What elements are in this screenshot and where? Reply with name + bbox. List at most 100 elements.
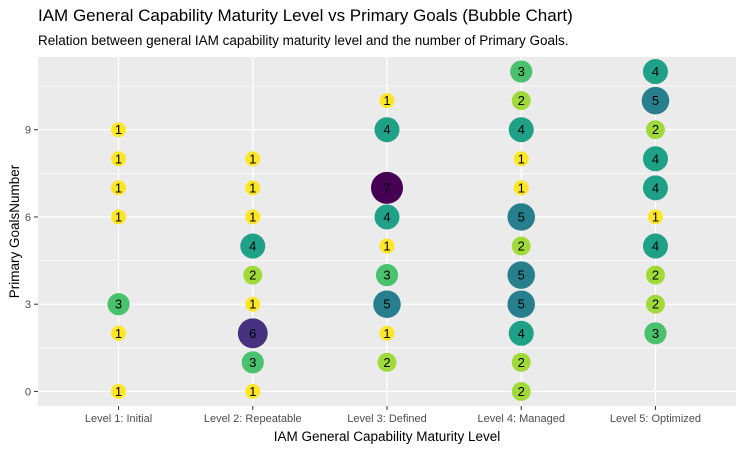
bubble-circle bbox=[645, 294, 665, 314]
y-tick-label: 3 bbox=[25, 299, 31, 311]
bubble: 5 bbox=[373, 290, 401, 318]
bubble: 5 bbox=[507, 203, 535, 231]
bubble-circle bbox=[508, 117, 534, 143]
bubble: 2 bbox=[645, 265, 665, 285]
bubble: 2 bbox=[511, 352, 531, 372]
bubble-count-label: 1 bbox=[249, 209, 256, 224]
bubble: 1 bbox=[245, 383, 261, 399]
bubble-circle bbox=[379, 238, 395, 254]
bubble-circle bbox=[107, 293, 130, 316]
y-axis-title: Primary GoalsNumber bbox=[7, 164, 22, 298]
bubble: 1 bbox=[245, 209, 261, 225]
x-tick-label: Level 1: Initial bbox=[85, 413, 152, 425]
bubble: 4 bbox=[642, 175, 668, 201]
bubble-circle bbox=[647, 209, 663, 225]
bubble-circle bbox=[379, 93, 395, 109]
y-tick-label: 9 bbox=[25, 125, 31, 137]
bubble-circle bbox=[511, 352, 531, 372]
bubble: 4 bbox=[508, 320, 534, 346]
bubble-circle bbox=[374, 204, 400, 230]
bubble-count-label: 4 bbox=[383, 209, 390, 224]
bubble-circle bbox=[371, 171, 403, 204]
bubble: 2 bbox=[511, 91, 531, 111]
bubble-count-label: 2 bbox=[518, 93, 525, 108]
bubble-count-label: 4 bbox=[652, 151, 659, 166]
bubble: 2 bbox=[243, 265, 263, 285]
bubble-circle bbox=[375, 264, 399, 287]
x-tick-label: Level 5: Optimized bbox=[610, 413, 701, 425]
bubble-circle bbox=[240, 233, 266, 259]
bubble-circle bbox=[111, 209, 127, 225]
bubble-count-label: 5 bbox=[518, 297, 525, 312]
bubble-count-label: 7 bbox=[383, 180, 390, 195]
bubble-circle bbox=[642, 233, 668, 259]
bubble-count-label: 3 bbox=[652, 326, 659, 341]
bubble-circle bbox=[245, 209, 261, 225]
bubble: 2 bbox=[377, 352, 397, 372]
bubble-circle bbox=[373, 290, 401, 318]
bubble-count-label: 2 bbox=[518, 355, 525, 370]
bubble: 4 bbox=[642, 146, 668, 172]
bubble-circle bbox=[642, 175, 668, 201]
bubble-count-label: 5 bbox=[518, 268, 525, 283]
bubble-circle bbox=[513, 180, 529, 196]
bubble-circle bbox=[245, 151, 261, 167]
bubble-circle bbox=[111, 325, 127, 341]
bubble-circle bbox=[111, 383, 127, 399]
bubble-count-label: 1 bbox=[115, 122, 122, 137]
bubble: 3 bbox=[644, 322, 667, 345]
bubble-count-label: 5 bbox=[518, 209, 525, 224]
bubble-count-label: 2 bbox=[518, 239, 525, 254]
bubble: 2 bbox=[511, 381, 531, 401]
bubble-count-label: 5 bbox=[652, 93, 659, 108]
bubble-circle bbox=[510, 60, 533, 83]
bubble-count-label: 1 bbox=[115, 209, 122, 224]
bubble-circle bbox=[245, 180, 261, 196]
bubble-count-label: 2 bbox=[652, 297, 659, 312]
x-axis-title: IAM General Capability Maturity Level bbox=[274, 429, 501, 444]
bubble-count-label: 1 bbox=[383, 326, 390, 341]
bubble: 4 bbox=[642, 233, 668, 259]
bubble: 1 bbox=[111, 151, 127, 167]
bubble-count-label: 1 bbox=[115, 151, 122, 166]
bubble-count-label: 3 bbox=[115, 297, 122, 312]
bubble: 1 bbox=[111, 180, 127, 196]
bubble-count-label: 1 bbox=[383, 93, 390, 108]
bubble-circle bbox=[507, 290, 535, 318]
bubble-circle bbox=[377, 352, 397, 372]
bubble-count-label: 1 bbox=[383, 239, 390, 254]
bubble-count-label: 5 bbox=[383, 297, 390, 312]
bubble-circle bbox=[645, 120, 665, 140]
bubble: 2 bbox=[645, 120, 665, 140]
bubble-count-label: 1 bbox=[249, 180, 256, 195]
bubble: 3 bbox=[510, 60, 533, 83]
bubble-count-label: 4 bbox=[518, 122, 525, 137]
bubble: 4 bbox=[374, 117, 400, 143]
bubble-circle bbox=[507, 203, 535, 231]
bubble-count-label: 2 bbox=[652, 268, 659, 283]
x-tick-label: Level 4: Managed bbox=[478, 413, 565, 425]
bubble-circle bbox=[507, 261, 535, 289]
bubble: 4 bbox=[240, 233, 266, 259]
bubble: 3 bbox=[241, 351, 264, 374]
bubble-circle bbox=[644, 322, 667, 345]
bubble-circle bbox=[379, 325, 395, 341]
bubble: 4 bbox=[374, 204, 400, 230]
bubble-count-label: 2 bbox=[518, 384, 525, 399]
bubble-circle bbox=[645, 265, 665, 285]
x-axis-ticks: Level 1: Initial Level 2: Repeatable Level… bbox=[85, 406, 701, 425]
y-tick-label: 6 bbox=[25, 212, 31, 224]
bubble-circle bbox=[111, 151, 127, 167]
bubble-count-label: 1 bbox=[518, 180, 525, 195]
bubble: 1 bbox=[379, 93, 395, 109]
bubble-count-label: 2 bbox=[383, 355, 390, 370]
bubble: 4 bbox=[508, 117, 534, 143]
bubble-circle bbox=[111, 122, 127, 138]
bubble-count-label: 3 bbox=[383, 268, 390, 283]
bubble-count-label: 1 bbox=[115, 180, 122, 195]
bubble-count-label: 4 bbox=[652, 180, 659, 195]
y-tick-label: 0 bbox=[25, 386, 31, 398]
bubble: 6 bbox=[237, 318, 268, 349]
